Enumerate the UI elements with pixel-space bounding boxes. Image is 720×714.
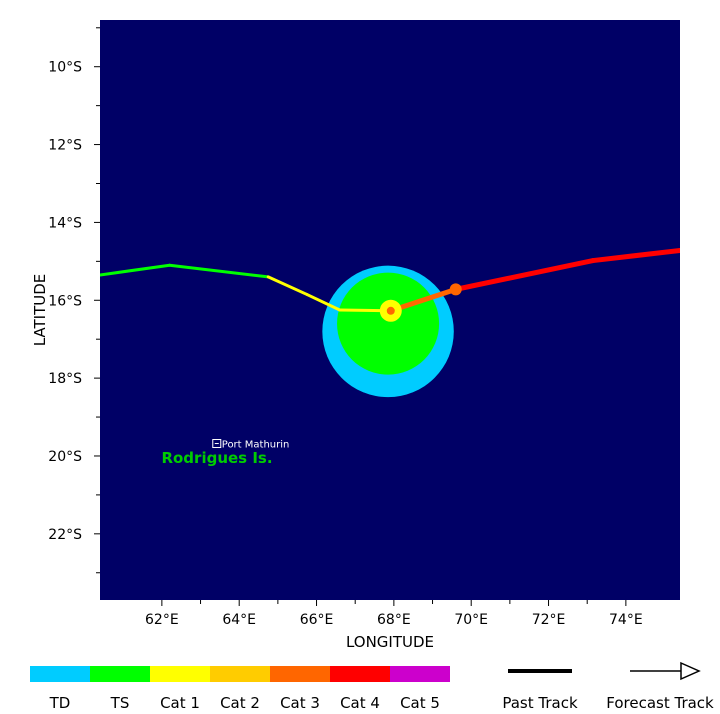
forecast-track-label: Forecast Track [606,694,714,710]
x-tick-label: 68°E [377,612,411,628]
city-marker-icon [212,439,222,449]
legend-swatch-cat-4 [330,666,390,682]
past-track-key: Past Track [502,669,578,712]
forecast-track-segment [453,258,596,292]
past-track-segment [305,292,342,312]
legend-label: Cat 1 [160,694,200,710]
y-tick-label: 20°S [48,449,82,465]
forecast-track-segment [590,247,680,264]
y-tick-label: 14°S [48,215,82,231]
x-tick-label: 74°E [609,612,643,628]
legend-label: Cat 4 [340,694,380,710]
wind-field-ts [337,272,440,375]
category-legend: TD TS Cat 1 Cat 2 Cat 3 Cat 4 Cat 5 [30,666,450,712]
forecast-arrow-icon [680,661,701,681]
past-track-label: Past Track [502,694,578,710]
y-tick-label: 16°S [48,293,82,309]
legend-swatch-cat-1 [150,666,210,682]
y-tick-label: 18°S [48,371,82,387]
forecast-track-key: Forecast Track [606,661,714,712]
legend-label: Cat 2 [220,694,260,710]
city-label: Port Mathurin [222,440,290,451]
legend-label: Cat 5 [400,694,440,710]
legend-swatch-cat-3 [270,666,330,682]
forecast-track-segment [388,286,459,314]
past-track-segment [266,275,309,296]
y-tick-label: 12°S [48,138,82,154]
x-tick-label: 70°E [454,612,488,628]
legend-label: TD [49,694,71,710]
y-axis-label: LATITUDE [31,274,49,347]
legend-label: TS [110,694,130,710]
past-track-segment [168,263,270,279]
x-tick-label: 62°E [145,612,179,628]
legend-swatch-td [30,666,90,682]
x-tick-label: 64°E [222,612,256,628]
island-label: Rodrigues Is. [161,449,272,467]
legend-label: Cat 3 [280,694,320,710]
legend-swatch-ts [90,666,150,682]
forecast-point [449,283,462,296]
storm-center-dot [386,306,395,315]
x-tick-label: 72°E [532,612,566,628]
past-track-segment [100,263,172,277]
legend-swatch-cat-5 [390,666,450,682]
y-tick-label: 10°S [48,60,82,76]
x-axis-label: LONGITUDE [346,633,434,651]
y-tick-label: 22°S [48,527,82,543]
x-tick-label: 66°E [300,612,334,628]
legend-swatch-cat-2 [210,666,270,682]
